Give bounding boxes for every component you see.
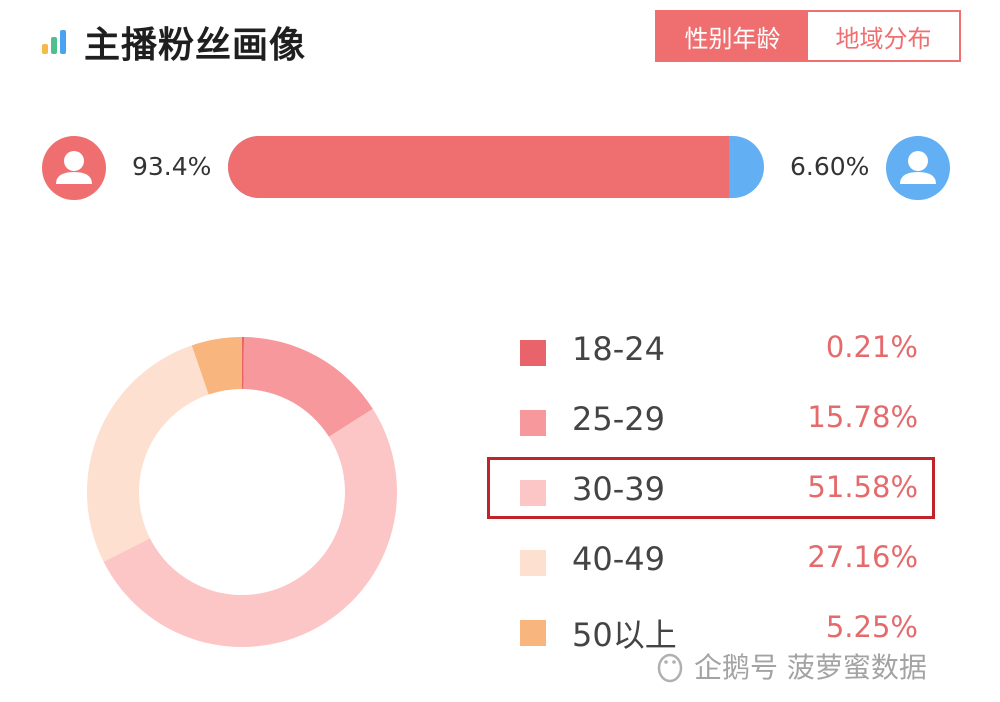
legend-swatch: [520, 550, 546, 576]
donut-slice-2: [103, 408, 397, 647]
legend-value: 5.25%: [825, 610, 918, 644]
legend-label: 30-39: [572, 470, 665, 508]
donut-slice-0: [242, 337, 245, 390]
gender-ratio: 93.4% 6.60%: [0, 132, 1000, 204]
female-avatar: [42, 136, 106, 200]
male-user-icon: [900, 151, 936, 184]
legend-label: 40-49: [572, 540, 665, 578]
watermark: 企鹅号 菠萝蜜数据: [652, 646, 927, 686]
legend-row-18-24: 18-24 0.21%: [516, 316, 936, 386]
donut-slice-4: [191, 337, 242, 395]
male-percent: 6.60%: [790, 152, 870, 181]
male-avatar: [886, 136, 950, 200]
legend-value: 27.16%: [807, 540, 918, 574]
legend-label: 50以上: [572, 616, 677, 654]
bar-chart-icon: [42, 30, 66, 54]
legend-swatch: [520, 620, 546, 646]
header: 主播粉丝画像: [40, 14, 306, 70]
legend-swatch: [520, 410, 546, 436]
donut-slice-3: [86, 345, 209, 562]
tab-gender-age[interactable]: 性别年龄: [657, 12, 808, 60]
legend-value: 15.78%: [807, 400, 918, 434]
tab-region[interactable]: 地域分布: [808, 12, 959, 60]
donut-slice-1: [243, 337, 373, 437]
legend-value: 51.58%: [807, 470, 918, 504]
legend-swatch: [520, 340, 546, 366]
legend-row-50-plus: 50以上 5.25%: [516, 596, 936, 666]
female-user-icon: [56, 151, 92, 184]
legend-value: 0.21%: [825, 330, 918, 364]
legend-row-30-39: 30-39 51.58%: [516, 456, 936, 526]
highlight-box: [487, 457, 935, 519]
watermark-text: 企鹅号 菠萝蜜数据: [694, 651, 927, 684]
legend-row-25-29: 25-29 15.78%: [516, 386, 936, 456]
female-bar-fill: [228, 136, 729, 198]
age-donut-chart: [86, 337, 397, 647]
gender-bar: [228, 136, 764, 198]
page-title: 主播粉丝画像: [84, 25, 307, 66]
female-percent: 93.4%: [132, 152, 212, 181]
legend-swatch: [520, 480, 546, 506]
penguin-icon: [657, 653, 683, 683]
age-legend: 18-24 0.21% 25-29 15.78% 30-39 51.58% 40…: [516, 316, 936, 666]
tab-bar: 性别年龄 地域分布: [655, 10, 961, 62]
legend-row-40-49: 40-49 27.16%: [516, 526, 936, 596]
legend-label: 18-24: [572, 330, 665, 368]
legend-label: 25-29: [572, 400, 665, 438]
